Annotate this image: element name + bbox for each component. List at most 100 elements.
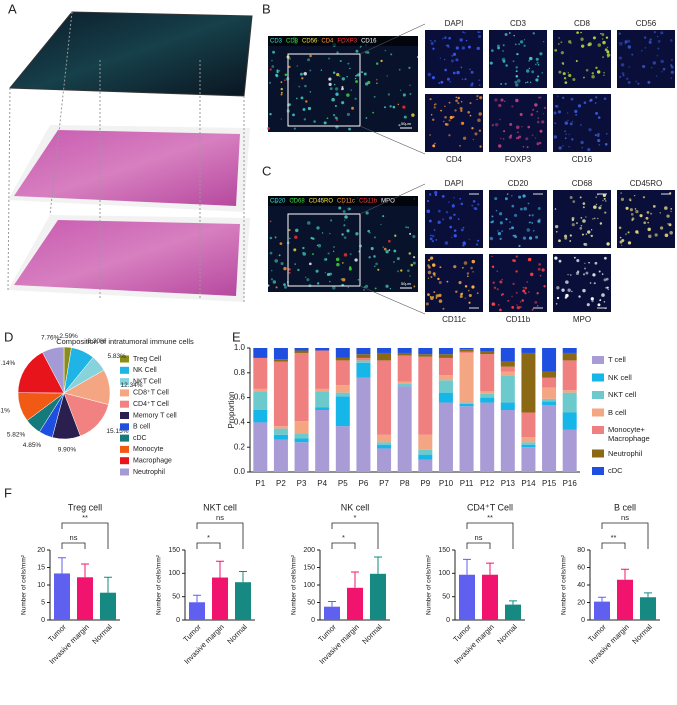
cell-speckle	[580, 224, 583, 227]
cell-speckle	[385, 250, 389, 254]
bar-segment	[356, 357, 371, 361]
cell-speckle	[515, 66, 518, 69]
cell-speckle	[439, 57, 442, 59]
cell-speckle	[397, 270, 400, 273]
cell-speckle	[468, 289, 470, 292]
cell-speckle	[474, 132, 478, 136]
cell-speckle	[581, 44, 585, 48]
cell-speckle	[475, 243, 479, 246]
cell-speckle	[554, 122, 557, 125]
cell-speckle	[600, 204, 602, 207]
cell-speckle	[269, 112, 272, 116]
bar-segment	[253, 410, 268, 423]
cell-speckle	[524, 286, 528, 290]
bar-segment	[418, 449, 433, 455]
cell-speckle	[571, 218, 575, 222]
micrograph	[489, 254, 547, 312]
cell-speckle	[389, 287, 392, 290]
bar-segment	[315, 388, 330, 392]
cell-speckle	[558, 70, 562, 74]
legend-swatch	[120, 355, 129, 363]
bar-segment	[480, 391, 495, 394]
y-tick-label: 15	[37, 564, 45, 571]
cell-speckle	[514, 80, 518, 84]
significance-label: *	[342, 533, 345, 542]
bar-segment	[562, 360, 577, 391]
cell-speckle	[555, 303, 558, 305]
bar-segment	[500, 348, 515, 362]
cell-speckle	[427, 270, 432, 275]
cell-speckle	[309, 54, 312, 58]
cell-speckle	[354, 258, 358, 262]
cell-speckle	[664, 233, 669, 238]
cell-speckle	[639, 214, 643, 218]
cell-speckle	[462, 241, 467, 246]
bar-segment	[542, 348, 557, 372]
cell-speckle	[562, 72, 566, 76]
x-tick-label: P6	[359, 479, 369, 488]
y-tick-label: 60	[577, 564, 585, 571]
y-tick-label: 20	[37, 547, 45, 554]
cell-speckle	[356, 73, 360, 77]
cell-speckle	[329, 280, 331, 283]
cell-speckle	[591, 299, 594, 303]
legend-label: Treg Cell	[133, 356, 162, 363]
cell-speckle	[268, 81, 272, 84]
cell-speckle	[532, 109, 534, 111]
bar-segment	[273, 426, 288, 429]
cell-speckle	[523, 206, 527, 211]
cell-speckle	[528, 67, 531, 70]
cell-speckle	[560, 51, 564, 55]
zoom-box	[287, 213, 361, 287]
bar-segment	[480, 393, 495, 398]
cell-speckle	[604, 211, 607, 214]
cell-speckle	[539, 274, 542, 277]
cell-speckle	[514, 43, 517, 46]
cell-speckle	[312, 253, 314, 255]
cell-speckle	[295, 228, 299, 233]
cell-speckle	[479, 31, 481, 33]
error-bar	[216, 560, 224, 578]
cell-speckle	[476, 292, 479, 294]
cell-speckle	[302, 252, 304, 254]
cell-speckle	[588, 128, 592, 132]
cell-speckle	[652, 61, 657, 65]
cell-speckle	[461, 78, 464, 81]
cell-speckle	[670, 210, 672, 213]
pie-value-label: 5.82%	[7, 432, 26, 439]
cell-speckle	[496, 270, 499, 272]
cell-speckle	[457, 96, 460, 100]
cell-speckle	[509, 228, 511, 230]
cell-speckle	[649, 38, 652, 42]
cell-speckle	[497, 46, 500, 50]
legend-label: NKT Cell	[133, 378, 161, 385]
cell-speckle	[645, 216, 649, 220]
cell-speckle	[604, 200, 607, 202]
cell-speckle	[441, 194, 445, 198]
cell-speckle	[657, 39, 661, 43]
cell-speckle	[491, 302, 496, 306]
cell-speckle	[341, 77, 345, 81]
cell-speckle	[460, 109, 463, 113]
cell-speckle	[343, 224, 346, 227]
cell-speckle	[511, 194, 513, 197]
cell-speckle	[587, 230, 591, 234]
cell-speckle	[568, 145, 570, 148]
cell-speckle	[503, 130, 506, 133]
cell-speckle	[602, 40, 606, 45]
cell-speckle	[369, 231, 371, 234]
cell-speckle	[535, 57, 539, 61]
zoom-line	[359, 183, 426, 215]
cell-speckle	[538, 141, 542, 145]
cell-speckle	[646, 211, 650, 214]
cell-speckle	[453, 265, 457, 269]
significance-label: **	[611, 533, 617, 542]
legend-label: Neutrophil	[133, 469, 165, 476]
cell-speckle	[349, 67, 351, 70]
x-tick-label: P11	[460, 479, 474, 488]
cell-speckle	[470, 70, 474, 74]
cell-speckle	[523, 39, 526, 41]
cell-speckle	[492, 281, 495, 284]
bar-segment	[315, 348, 330, 351]
cell-speckle	[431, 76, 436, 80]
